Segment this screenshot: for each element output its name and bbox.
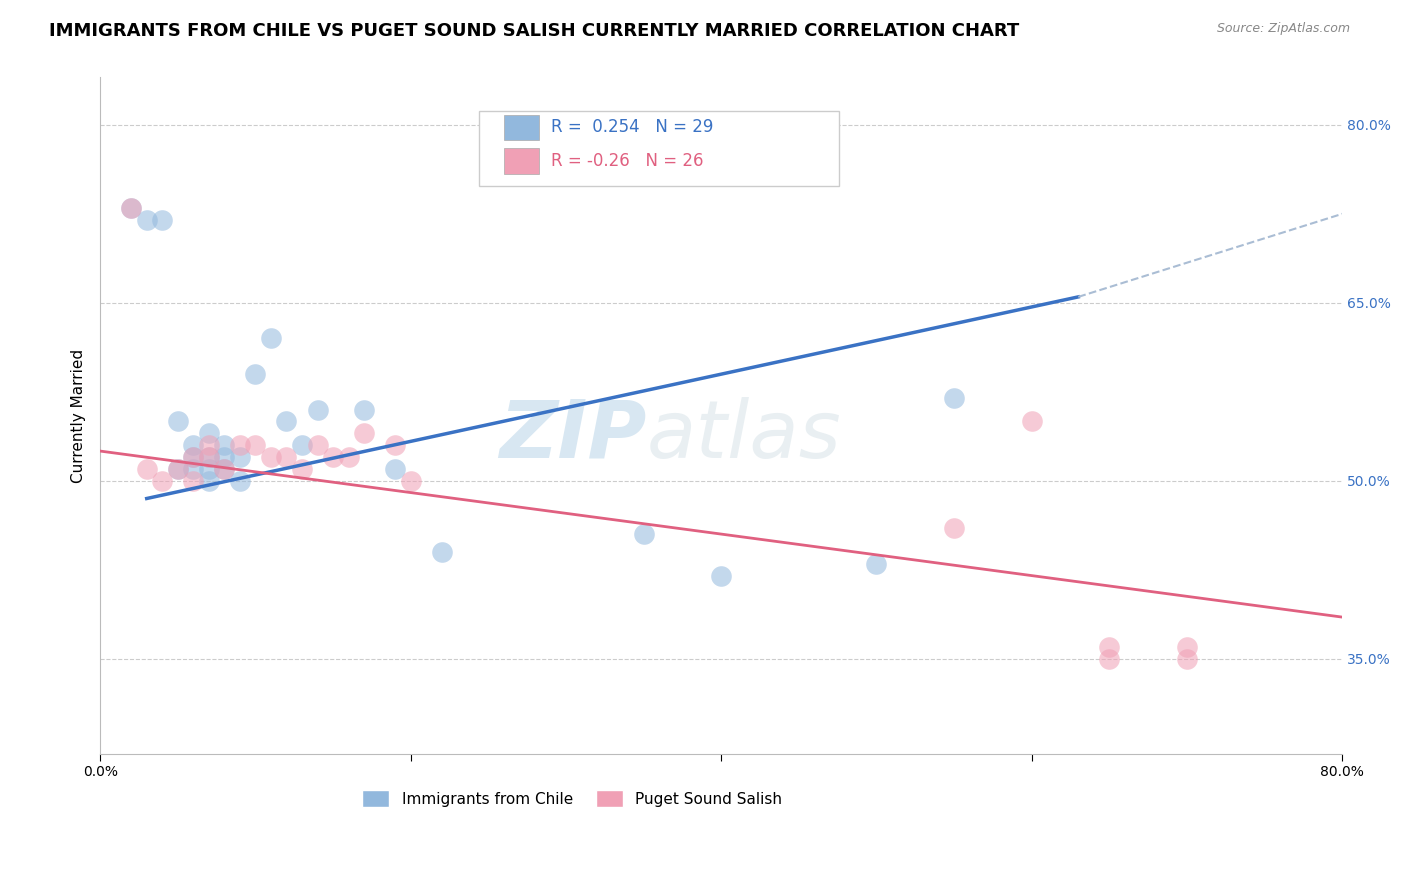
- Point: [260, 450, 283, 464]
- Point: [166, 462, 188, 476]
- Point: [260, 331, 283, 345]
- Point: [245, 438, 267, 452]
- Point: [214, 438, 236, 452]
- Text: R = -0.26   N = 26: R = -0.26 N = 26: [551, 153, 703, 170]
- Point: [399, 474, 422, 488]
- Text: atlas: atlas: [647, 397, 841, 475]
- Point: [307, 438, 329, 452]
- Point: [276, 450, 298, 464]
- Point: [337, 450, 360, 464]
- Point: [166, 462, 188, 476]
- Point: [120, 201, 142, 215]
- Point: [150, 474, 173, 488]
- Point: [430, 545, 453, 559]
- Point: [276, 414, 298, 428]
- Point: [291, 462, 314, 476]
- Point: [214, 462, 236, 476]
- FancyBboxPatch shape: [503, 148, 538, 174]
- Point: [198, 426, 221, 441]
- Text: IMMIGRANTS FROM CHILE VS PUGET SOUND SALISH CURRENTLY MARRIED CORRELATION CHART: IMMIGRANTS FROM CHILE VS PUGET SOUND SAL…: [49, 22, 1019, 40]
- Point: [353, 426, 375, 441]
- Legend: Immigrants from Chile, Puget Sound Salish: Immigrants from Chile, Puget Sound Salis…: [356, 783, 789, 814]
- FancyBboxPatch shape: [479, 112, 839, 186]
- Y-axis label: Currently Married: Currently Married: [72, 349, 86, 483]
- Point: [1021, 414, 1043, 428]
- Text: Source: ZipAtlas.com: Source: ZipAtlas.com: [1216, 22, 1350, 36]
- Text: ZIP: ZIP: [499, 397, 647, 475]
- Point: [198, 450, 221, 464]
- Point: [865, 557, 887, 571]
- Point: [322, 450, 344, 464]
- Point: [384, 438, 406, 452]
- Point: [245, 367, 267, 381]
- Point: [120, 201, 142, 215]
- Point: [135, 462, 157, 476]
- Point: [710, 568, 733, 582]
- Point: [181, 438, 204, 452]
- FancyBboxPatch shape: [503, 115, 538, 140]
- Point: [181, 474, 204, 488]
- Point: [633, 527, 655, 541]
- Point: [307, 402, 329, 417]
- Point: [943, 391, 966, 405]
- Point: [229, 438, 252, 452]
- Point: [150, 212, 173, 227]
- Point: [181, 450, 204, 464]
- Point: [198, 438, 221, 452]
- Point: [214, 450, 236, 464]
- Point: [135, 212, 157, 227]
- Point: [181, 450, 204, 464]
- Point: [1098, 651, 1121, 665]
- Point: [229, 450, 252, 464]
- Point: [198, 450, 221, 464]
- Text: R =  0.254   N = 29: R = 0.254 N = 29: [551, 119, 713, 136]
- Point: [229, 474, 252, 488]
- Point: [291, 438, 314, 452]
- Point: [1098, 640, 1121, 654]
- Point: [1175, 651, 1198, 665]
- Point: [943, 521, 966, 535]
- Point: [198, 474, 221, 488]
- Point: [166, 414, 188, 428]
- Point: [1175, 640, 1198, 654]
- Point: [198, 462, 221, 476]
- Point: [384, 462, 406, 476]
- Point: [353, 402, 375, 417]
- Point: [214, 462, 236, 476]
- Point: [181, 462, 204, 476]
